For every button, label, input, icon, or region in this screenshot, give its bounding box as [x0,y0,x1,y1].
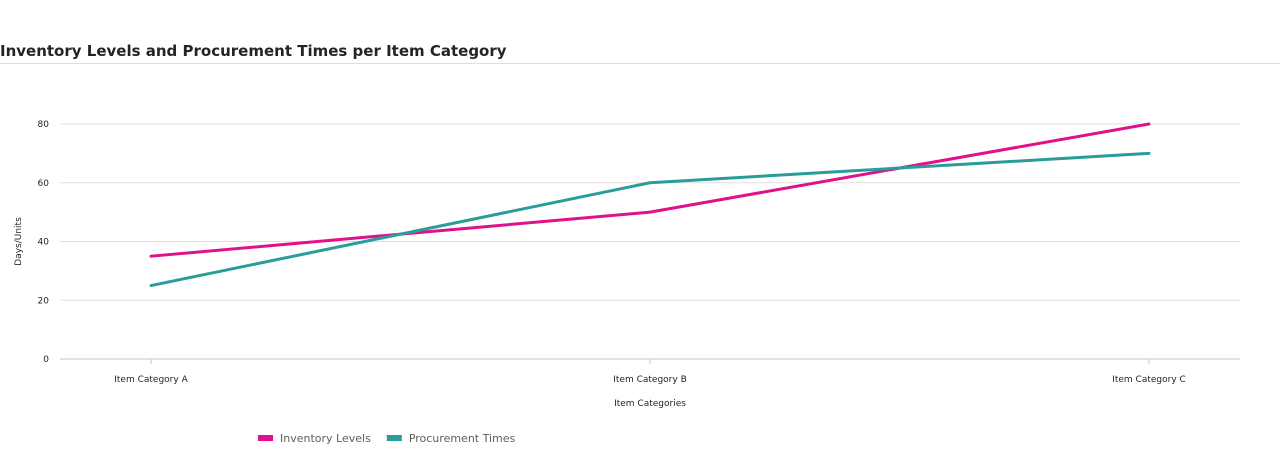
x-axis-label: Item Categories [614,399,686,409]
legend-label: Procurement Times [409,432,516,445]
legend-item-inventory-levels[interactable]: Inventory Levels [258,432,371,445]
series-line-procurement-times [149,151,1151,288]
legend-swatch [386,435,402,441]
x-tick-label: Item Category A [114,375,188,385]
legend-swatch [258,435,273,441]
x-tick-label: Item Category B [613,375,687,385]
chart-title: Inventory Levels and Procurement Times p… [0,42,507,60]
y-tick-label: 0 [43,355,49,365]
x-tick-label: Item Category C [1112,375,1186,385]
title-divider [0,63,1280,64]
y-tick-label: 80 [38,120,50,130]
series-lines [149,122,1151,288]
legend-item-procurement-times[interactable]: Procurement Times [386,432,516,445]
series-line-inventory-levels [149,122,1151,258]
legend-label: Inventory Levels [280,432,371,445]
y-axis-ticks: 0 20 40 60 80 [38,120,50,365]
y-axis-label: Days/Units [14,217,24,266]
legend: Inventory Levels Procurement Times [258,432,516,445]
y-tick-label: 60 [38,179,50,189]
x-axis-ticks: Item Category A Item Category B Item Categ… [114,359,1186,385]
y-tick-label: 40 [38,238,50,248]
y-tick-label: 20 [38,296,50,306]
